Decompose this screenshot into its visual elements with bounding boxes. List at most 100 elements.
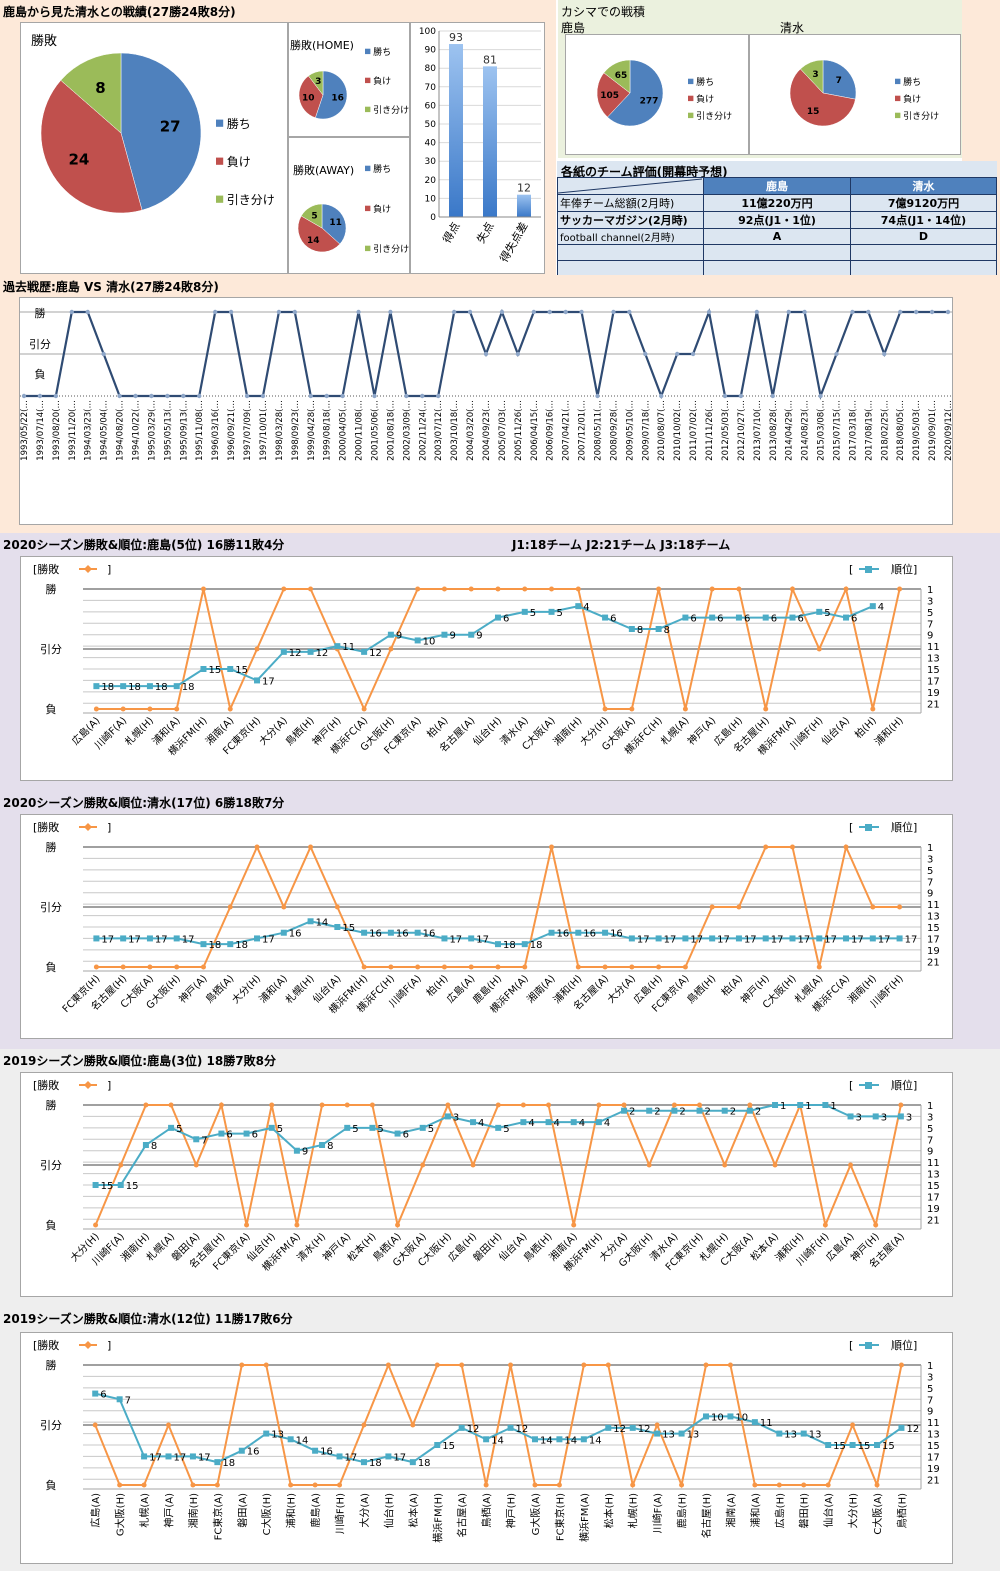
pie-data-label: 5 [311,211,317,221]
x-tick-label: 1994/10/22(… [132,400,142,461]
x-tick-label: 2001/08/18(… [386,400,396,461]
legend-result-marker [84,565,92,573]
result-marker [843,844,849,850]
evaluation-header-kashima: 鹿島 [703,177,851,195]
rank-data-label: 17 [878,934,891,945]
rank-data-label: 13 [687,1430,700,1441]
result-marker [244,1222,250,1228]
result-marker [459,1362,465,1368]
result-marker [870,706,876,712]
result-marker [736,586,742,592]
rank-marker [797,1102,804,1108]
right-tick-label: 5 [927,1124,933,1135]
evaluation-corner-cell [557,177,704,195]
x-tick-label: 2018/08/05(… [896,400,906,461]
result-marker [722,1162,728,1168]
kashima-2019-panel: [勝敗][順位] 1 3 5 7 9 11 13 15 17 19 21 勝引分負 15 15 8 5 7 6 6 5 9… [20,1072,953,1297]
rank-data-label: 16 [557,929,570,940]
x-tick-label: 1994/08/20(… [116,400,126,461]
rank-marker [709,935,716,942]
rank-marker [387,929,394,936]
rank-marker [602,929,609,936]
x-tick-label: 横浜FM(A) [578,1493,591,1542]
rank-marker [575,603,582,610]
home-pie-panel: 勝敗(HOME) 16 10 3 勝ち 負け 引き分け [288,22,410,137]
y-tick-label: 20 [425,176,437,186]
result-marker [495,964,501,970]
result-marker [629,706,635,712]
legend-label: 負け [373,75,391,87]
history-marker [913,309,919,315]
result-marker [281,586,287,592]
legend-rank-marker [865,824,872,831]
rank-marker [825,1442,832,1448]
right-tick-label: 15 [927,665,940,676]
right-tick-label: 21 [927,699,940,710]
rank-data-label: 17 [824,934,837,945]
result-marker [654,1422,660,1428]
x-tick-label: 1997/10/01(… [259,400,269,461]
result-marker [190,1482,196,1488]
result-marker [596,1102,602,1108]
result-marker [410,1422,416,1428]
result-marker [385,1362,391,1368]
result-marker [334,904,340,910]
x-tick-label: 大分(H) [847,1493,860,1528]
x-tick-label: 1998/03/28(… [275,400,285,461]
result-marker [254,646,260,652]
rank-marker [146,935,153,942]
rank-data-label: 6 [771,614,777,625]
legend-rank-marker [865,566,872,573]
x-tick-label: 2019/09/01(… [928,400,938,461]
history-marker [85,309,90,315]
right-tick-label: 19 [927,946,940,957]
rank-data-label: 14 [589,1435,602,1446]
legend-swatch-win [895,78,901,85]
shimizu-pie-label: 清水 [780,21,805,35]
rank-marker [146,683,153,690]
rank-marker [189,1453,196,1460]
result-marker [571,1222,577,1228]
x-tick-label: 札幌(H) [627,1493,640,1528]
rank-marker [312,1447,319,1454]
evaluation-empty-cell [850,244,997,261]
right-tick-label: 3 [927,854,933,865]
rank-marker [751,1419,758,1426]
right-tick-label: 13 [927,1430,940,1441]
x-tick-label: 1996/03/16(… [211,400,221,461]
left-tick-label: 勝 [46,1358,57,1372]
x-tick-label: 1997/07/09(… [243,400,253,461]
right-tick-label: 17 [927,934,940,945]
result-marker [495,1102,501,1108]
y-tick-label: 80 [425,64,437,74]
rank-marker [193,1136,200,1143]
rank-data-label: 6 [100,1390,106,1401]
goals-bar-chart: 0 10 20 30 40 50 60 70 80 90 100 93 得点 81 失点 12 得失点差 [419,27,541,265]
history-marker [451,309,457,315]
result-marker [727,1362,733,1368]
rank-data-label: 6 [851,614,857,625]
history-marker [149,393,154,399]
history-marker [324,393,329,399]
pie-slice-loss [789,68,856,127]
right-tick-label: 15 [927,1441,940,1452]
rank-data-label: 10 [735,1412,748,1423]
evaluation-row: 年俸チーム総額(2月時) 11億220万円 7億9120万円 [557,194,997,212]
evaluation-cell-shimizu: 74点(J1・14位) [850,211,997,229]
bar [517,194,531,217]
rank-marker [548,608,555,615]
rank-marker [494,941,501,948]
x-tick-label: 札幌(A) [138,1493,151,1528]
rank-marker [682,935,689,942]
rank-data-label: 17 [797,934,810,945]
history-marker [754,309,760,315]
rank-marker [822,1102,829,1108]
result-marker [581,1362,587,1368]
rank-marker [120,935,127,942]
x-tick-label: 横浜FM(H) [431,1493,444,1543]
rank-data-label: 12 [516,1424,529,1435]
legend-label: 引き分け [903,111,939,122]
result-marker [395,1222,401,1228]
left-tick-label: 負 [46,703,57,716]
